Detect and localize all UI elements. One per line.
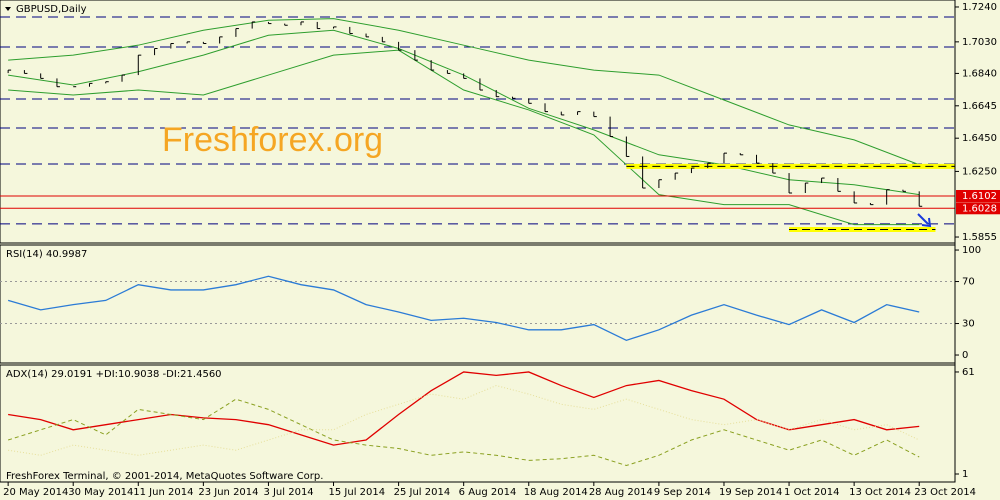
y-tick-label: 1 bbox=[962, 469, 968, 480]
price-tag-label: 1.6028 bbox=[962, 203, 997, 214]
x-tick-label: 23 Oct 2014 bbox=[914, 487, 976, 498]
price-tag bbox=[956, 189, 1000, 202]
x-tick-label: 19 Sep 2014 bbox=[719, 487, 782, 498]
x-tick-label: 20 May 2014 bbox=[3, 487, 68, 498]
pane-title: GBPUSD,Daily bbox=[16, 4, 87, 15]
x-tick-label: 25 Jul 2014 bbox=[394, 487, 451, 498]
x-tick-label: 11 Jun 2014 bbox=[133, 487, 193, 498]
price-tag-label: 1.6102 bbox=[962, 191, 997, 202]
x-tick-label: 1 Oct 2014 bbox=[784, 487, 839, 498]
price-tag bbox=[956, 202, 1000, 215]
band-line bbox=[8, 49, 920, 226]
pane-title: ADX(14) 29.0191 +DI:10.9038 -DI:21.4560 bbox=[6, 369, 222, 380]
y-tick-label: 1.6250 bbox=[962, 166, 997, 177]
y-tick-label: 100 bbox=[962, 245, 981, 256]
title-arrow bbox=[5, 7, 11, 11]
y-tick-label: 1.7240 bbox=[962, 2, 997, 13]
y-tick-label: 1.6840 bbox=[962, 68, 997, 79]
pane-title: RSI(14) 40.9987 bbox=[6, 249, 87, 260]
y-tick-label: 1.7030 bbox=[962, 37, 997, 48]
x-tick-label: 23 Jun 2014 bbox=[198, 487, 258, 498]
watermark: Freshforex.org bbox=[162, 121, 383, 159]
y-tick-label: 61 bbox=[962, 367, 975, 378]
x-tick-label: 28 Aug 2014 bbox=[589, 487, 653, 498]
x-tick-label: 3 Jul 2014 bbox=[263, 487, 313, 498]
y-tick-label: 70 bbox=[962, 277, 975, 288]
indicator-line bbox=[7, 275, 920, 342]
y-tick-label: 0 bbox=[962, 350, 968, 361]
indicator-line bbox=[8, 371, 920, 446]
x-tick-label: 30 May 2014 bbox=[68, 487, 133, 498]
trend-arrow bbox=[917, 213, 932, 228]
footer: FreshForex Terminal, © 2001-2014, MetaQu… bbox=[6, 471, 323, 482]
x-tick-label: 18 Aug 2014 bbox=[524, 487, 588, 498]
y-tick-label: 1.5855 bbox=[962, 232, 997, 243]
x-tick-label: 9 Sep 2014 bbox=[654, 487, 711, 498]
x-tick-label: 13 Oct 2014 bbox=[849, 487, 911, 498]
y-tick-label: 30 bbox=[962, 319, 975, 330]
y-tick-label: 1.6450 bbox=[962, 133, 997, 144]
x-tick-label: 6 Aug 2014 bbox=[459, 487, 517, 498]
band-line bbox=[8, 18, 920, 166]
y-tick-label: 1.6645 bbox=[962, 101, 997, 112]
x-tick-label: 15 Jul 2014 bbox=[329, 487, 386, 498]
